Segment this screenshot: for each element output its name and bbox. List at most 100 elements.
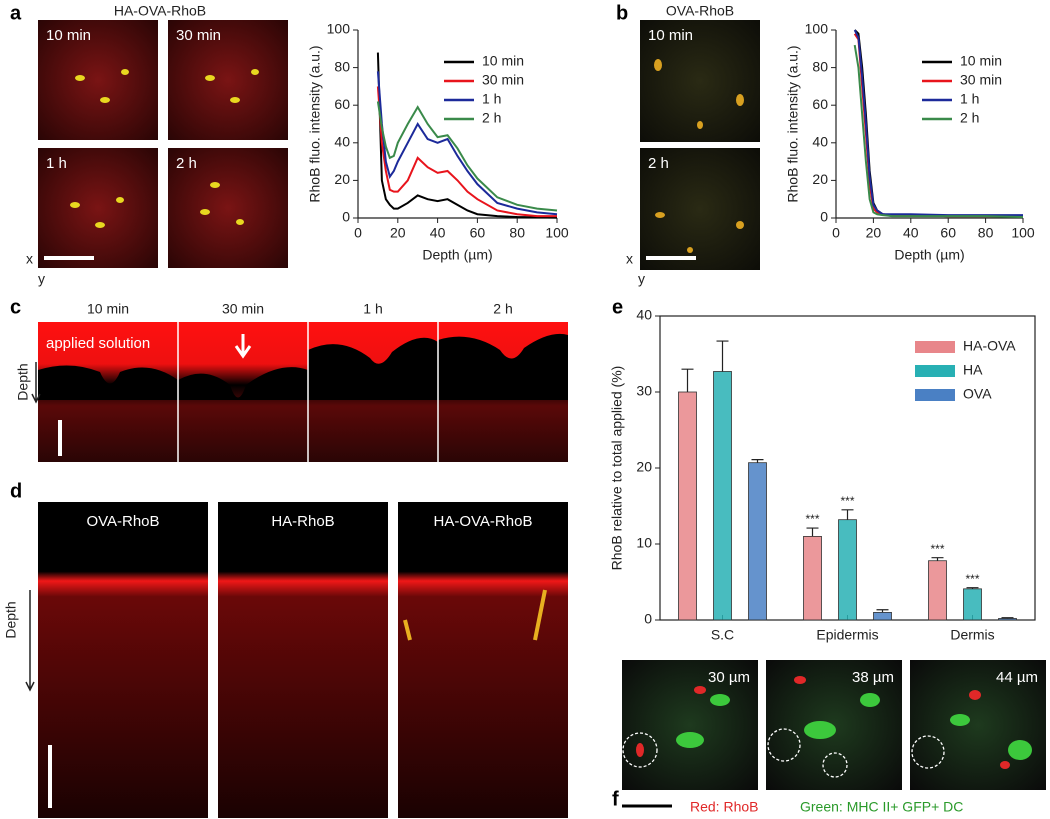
data-line [376,101,558,212]
panel-label: d [10,480,22,502]
panel-title: HA-OVA-RhoB [114,3,206,19]
y-tick-label: 80 [334,58,350,74]
image-label: HA-OVA-RhoB [434,513,533,530]
axis-line [357,30,557,219]
significance-label: *** [965,572,979,586]
legend-label: 30 min [960,72,1002,88]
x-tick-label: 80 [509,225,525,241]
micrograph [38,148,158,268]
data-line [376,71,558,216]
image-label: 1 h [46,155,67,172]
x-tick-label: Dermis [950,627,994,643]
y-axis-label: RhoB fluo. intensity (a.u.) [307,45,323,202]
depth-label: Depth [15,363,31,400]
error-bar [876,609,889,613]
legend-label: 1 h [960,91,979,107]
y-tick-label: 20 [812,171,828,187]
y-tick-label: 0 [644,611,652,627]
significance-label: *** [805,512,819,526]
y-tick-label: 40 [812,134,828,150]
skin-surface [38,333,568,400]
error-bar [931,557,944,561]
axis-marker: y [638,271,645,287]
x-tick-label: 60 [470,225,486,241]
x-tick-label: S.C [711,627,734,643]
panel-label: b [616,2,628,24]
image-label: HA-RhoB [271,513,334,530]
x-tick-label: 20 [866,225,882,241]
panel-label: a [10,2,22,24]
legend-label: HA-OVA [963,338,1016,354]
error-bar [806,527,819,537]
panel-label: c [10,296,21,318]
x-tick-label: 40 [903,225,919,241]
legend-label: HA [963,362,983,378]
bar [963,588,982,621]
micrograph [622,660,758,790]
axis-marker: x [626,251,633,267]
micrograph [38,502,208,818]
cell-streak [403,589,547,641]
legend-swatch [915,341,955,353]
y-tick-label: 30 [636,383,652,399]
image-divider [177,322,439,462]
panel-title: OVA-RhoB [666,3,734,19]
legend-label: 30 min [482,72,524,88]
micrograph [640,148,760,270]
error-bar [841,509,854,520]
y-tick-label: 0 [820,209,828,225]
depth-label: Depth [3,601,19,638]
significance-label: *** [930,542,944,556]
data-line [853,44,1024,219]
bar [838,519,857,621]
micrograph [218,502,388,818]
axis-marker: y [38,271,45,287]
y-tick-label: 20 [334,171,350,187]
image-label: 10 min [648,27,693,44]
bar [928,560,947,621]
micrograph [398,502,568,818]
y-tick-label: 60 [812,96,828,112]
image-label: 30 µm [708,669,750,686]
image-label: 2 h [648,155,669,172]
panel-label: e [612,296,623,318]
legend-label: 1 h [482,91,501,107]
x-tick-label: 0 [354,225,362,241]
error-bar [1001,617,1014,619]
x-tick-label: 40 [430,225,446,241]
significance-label: *** [840,494,854,508]
y-tick-label: 60 [334,96,350,112]
y-tick-label: 10 [636,535,652,551]
legend-label: 2 h [960,110,979,126]
arrow [25,590,35,692]
x-tick-label: 100 [1011,225,1035,241]
x-axis-label: Depth (µm) [894,247,964,263]
annotation: applied solution [46,335,150,352]
axis-marker: x [26,251,33,267]
micrograph [168,20,288,140]
image-label: 2 h [176,155,197,172]
image-label: 38 µm [852,669,894,686]
y-tick-label: 40 [636,307,652,323]
legend-swatch [915,389,955,401]
x-axis-label: Depth (µm) [422,247,492,263]
bar [713,371,732,621]
image-label: 1 h [363,301,382,317]
error-bar [681,368,694,392]
y-axis-label: RhoB relative to total applied (%) [609,366,625,571]
arrow [31,362,41,404]
bar [803,536,822,621]
x-tick-label: 100 [545,225,569,241]
image-label: 30 min [222,301,264,317]
legend-swatch [915,365,955,377]
x-tick-label: 20 [390,225,406,241]
micrograph [910,660,1046,790]
cell-spots [636,676,1032,769]
arrow [234,334,252,359]
data-line [376,86,557,218]
y-tick-label: 100 [805,21,829,37]
x-tick-label: 0 [832,225,840,241]
image-label: 10 min [46,27,91,44]
image-label: 44 µm [996,669,1038,686]
